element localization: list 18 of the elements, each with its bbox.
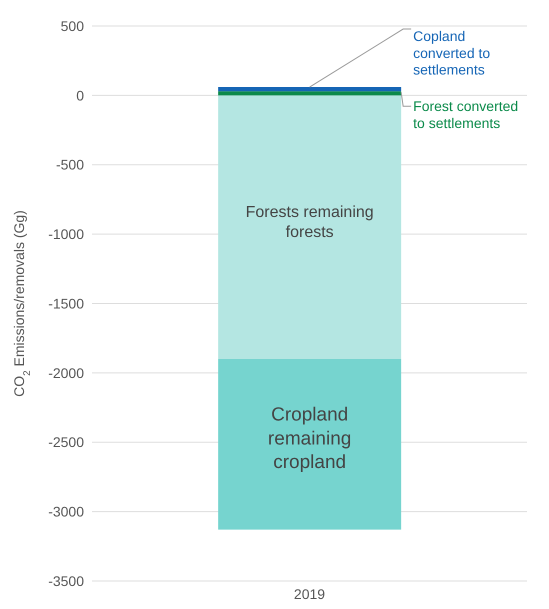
- y-tick-label: 500: [60, 18, 84, 34]
- y-tick-label: -500: [56, 156, 84, 173]
- y-tick-label: -1000: [48, 226, 84, 242]
- series-label: Forests remaining forests: [246, 204, 374, 242]
- bar: [218, 359, 402, 530]
- y-tick-label: -3000: [48, 504, 84, 520]
- series-label: Cropland remaining cropland: [268, 404, 352, 474]
- x-tick-label: 2019: [294, 586, 326, 602]
- series-label: Forest converted to settlements: [413, 98, 518, 132]
- bar: [218, 87, 402, 92]
- y-tick-label: -2500: [48, 434, 84, 450]
- bar: [218, 95, 402, 359]
- y-tick-label: -2000: [48, 364, 84, 381]
- series-label: Copland converted to settlements: [413, 28, 490, 78]
- bar: [218, 91, 402, 96]
- y-tick-label: 0: [76, 87, 84, 104]
- y-tick-label: -3500: [48, 572, 84, 589]
- y-tick-label: -1500: [48, 295, 84, 312]
